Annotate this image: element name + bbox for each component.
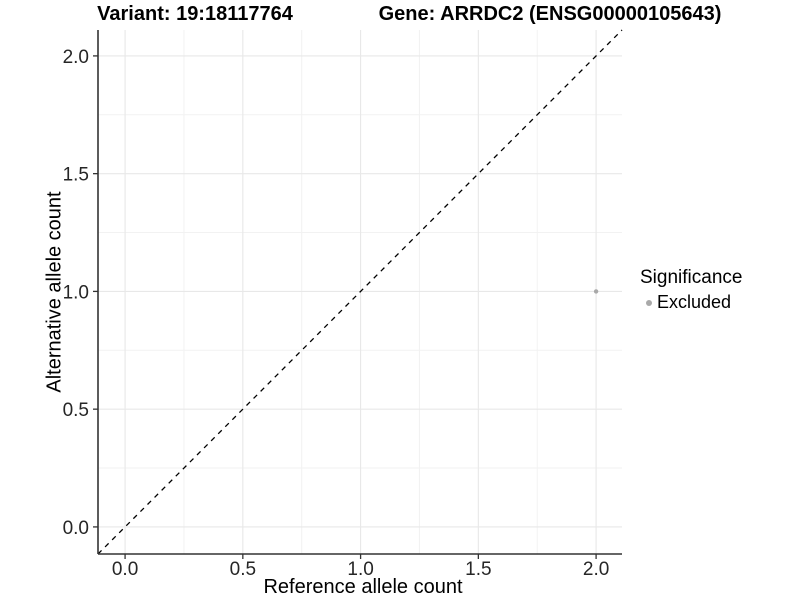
x-tick-label: 1.5 xyxy=(465,559,491,580)
x-tick-label: 0.5 xyxy=(230,559,256,580)
plot-title-variant: Variant: 19:18117764 xyxy=(97,3,293,25)
legend-key xyxy=(643,297,655,309)
y-tick-label: 1.0 xyxy=(63,282,89,303)
y-tick-label: 0.5 xyxy=(63,400,89,421)
x-tick-label: 1.0 xyxy=(347,559,373,580)
y-tick-label: 1.5 xyxy=(63,165,89,186)
legend-point-icon xyxy=(646,299,652,306)
y-axis-title: Alternative allele count xyxy=(43,191,66,393)
legend-title: Significance xyxy=(640,267,743,288)
legend-item-label: Excluded xyxy=(657,292,732,312)
y-tick-label: 2.0 xyxy=(63,47,89,68)
x-tick-label: 2.0 xyxy=(583,559,609,580)
y-tick-label: 0.0 xyxy=(63,518,89,539)
x-axis-title: Reference allele count xyxy=(263,576,463,598)
plot-title-gene: Gene: ARRDC2 (ENSG00000105643) xyxy=(378,3,722,25)
legend: Significance Excluded xyxy=(640,267,742,313)
x-tick-label: 0.0 xyxy=(112,559,138,580)
legend-item-excluded: Excluded xyxy=(640,292,742,313)
identity-dashed-line xyxy=(97,29,623,555)
data-point xyxy=(593,289,599,294)
